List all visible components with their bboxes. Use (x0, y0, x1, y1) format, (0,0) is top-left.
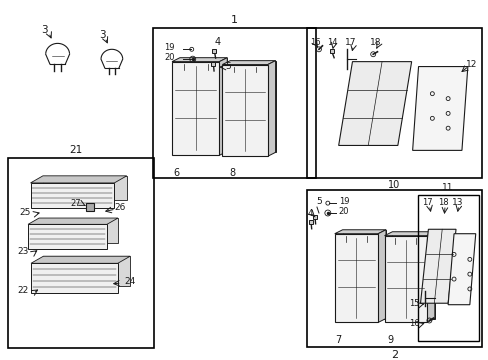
Text: 19: 19 (164, 43, 174, 52)
Polygon shape (384, 236, 426, 323)
Polygon shape (43, 256, 130, 286)
Polygon shape (342, 230, 385, 319)
Text: 4: 4 (214, 37, 220, 48)
Text: 5: 5 (225, 62, 230, 71)
Text: 23: 23 (18, 247, 29, 256)
Text: 9: 9 (387, 335, 393, 345)
Text: 8: 8 (229, 167, 235, 177)
Text: 20: 20 (338, 207, 348, 216)
Text: 27: 27 (71, 199, 81, 208)
Polygon shape (338, 62, 411, 145)
Polygon shape (222, 64, 267, 156)
Text: 26: 26 (114, 203, 125, 212)
Text: 16: 16 (309, 38, 320, 47)
Polygon shape (30, 176, 126, 183)
Polygon shape (384, 232, 434, 236)
Text: 5: 5 (315, 197, 321, 206)
Text: 19: 19 (338, 197, 348, 206)
Text: 13: 13 (451, 198, 463, 207)
Text: 3: 3 (99, 30, 105, 40)
Text: 7: 7 (335, 335, 341, 345)
Text: 10: 10 (387, 180, 400, 190)
Text: 25: 25 (20, 207, 31, 216)
Polygon shape (28, 224, 107, 249)
Polygon shape (172, 58, 227, 62)
Polygon shape (219, 58, 227, 155)
Polygon shape (334, 230, 385, 234)
Bar (306, 190, 481, 347)
Polygon shape (28, 218, 118, 224)
Polygon shape (447, 234, 475, 305)
Text: 3: 3 (41, 24, 48, 35)
Polygon shape (39, 218, 118, 243)
Bar (306, 28, 481, 177)
Polygon shape (31, 256, 130, 263)
Polygon shape (412, 67, 467, 150)
Text: 14: 14 (327, 38, 337, 47)
Polygon shape (391, 232, 434, 319)
Polygon shape (334, 234, 377, 323)
Text: 17: 17 (344, 38, 356, 47)
Text: 17: 17 (421, 198, 432, 207)
Text: 22: 22 (18, 287, 29, 296)
Polygon shape (180, 58, 227, 151)
Text: 24: 24 (124, 276, 135, 285)
Text: 6: 6 (173, 167, 179, 177)
Text: 1: 1 (231, 15, 238, 25)
Text: 21: 21 (70, 145, 83, 155)
Polygon shape (420, 229, 455, 303)
Text: 4: 4 (307, 208, 312, 217)
Text: 16: 16 (408, 319, 419, 328)
Bar (417, 195, 478, 341)
Bar (153, 28, 315, 177)
Polygon shape (267, 60, 275, 156)
Polygon shape (172, 62, 219, 155)
Bar (8, 158, 154, 348)
Text: 11: 11 (442, 183, 453, 192)
Polygon shape (43, 176, 126, 201)
Polygon shape (377, 230, 385, 323)
Text: 12: 12 (465, 60, 476, 69)
Polygon shape (31, 263, 118, 293)
Text: 2: 2 (390, 350, 397, 360)
Polygon shape (222, 60, 275, 64)
Polygon shape (426, 232, 434, 323)
Text: 20: 20 (164, 53, 174, 62)
Polygon shape (230, 60, 275, 152)
Text: 18: 18 (369, 38, 381, 47)
Polygon shape (30, 183, 114, 208)
Text: 18: 18 (437, 198, 447, 207)
Text: 15: 15 (408, 299, 419, 308)
